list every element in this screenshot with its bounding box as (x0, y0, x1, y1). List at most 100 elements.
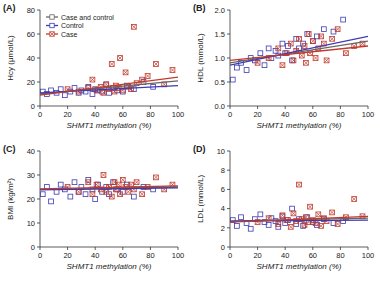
y-tick (227, 170, 230, 171)
plot-area (40, 24, 178, 97)
x-tick-label: 40 (281, 110, 289, 119)
y-tick (227, 106, 230, 107)
point-cross (313, 56, 318, 61)
point-cross (276, 222, 281, 227)
point-box (90, 77, 95, 82)
point-box (319, 34, 324, 39)
point-box (313, 56, 318, 61)
x-tick-label: 100 (362, 251, 375, 260)
point-cross (324, 58, 329, 63)
x-tick-label: 80 (336, 251, 344, 260)
point-cross (140, 192, 145, 197)
point-box (134, 180, 139, 185)
point-box (118, 56, 123, 61)
x-tick (230, 247, 231, 250)
point (76, 189, 81, 194)
fit-line (230, 46, 368, 60)
point-box (290, 206, 295, 211)
point (280, 63, 285, 68)
y-tick-label: 8 (221, 166, 225, 175)
point (76, 189, 81, 194)
point-box (297, 182, 302, 187)
x-tick-label: 100 (172, 251, 185, 260)
point-box (341, 17, 346, 22)
point-box (58, 87, 63, 92)
point-box (83, 192, 88, 197)
point (288, 224, 293, 229)
point-box (280, 213, 285, 218)
point-box (109, 62, 114, 67)
point-box (316, 212, 321, 217)
point-cross (308, 204, 313, 209)
point (276, 46, 281, 51)
y-tick (37, 199, 40, 200)
point (344, 51, 349, 56)
point (313, 221, 318, 226)
point (62, 93, 67, 98)
x-axis (230, 247, 368, 248)
y-tick-label: 20 (27, 195, 35, 204)
point-cross (306, 32, 311, 37)
panel: (A)020406080020406080100SHMT1 methylatio… (3, 3, 184, 130)
y-tick (227, 227, 230, 228)
x-tick (95, 106, 96, 109)
point-cross (344, 51, 349, 56)
x-axis (40, 106, 178, 107)
x-tick (368, 247, 369, 250)
point (140, 192, 145, 197)
point (266, 46, 271, 51)
legend-marker (50, 23, 54, 27)
point (230, 77, 235, 82)
point-cross (335, 27, 340, 32)
point-box (304, 60, 309, 65)
point (126, 189, 131, 194)
point-cross (109, 194, 114, 199)
y-tick (37, 106, 40, 107)
y-tick (37, 10, 40, 11)
point (131, 24, 136, 29)
x-tick (257, 247, 258, 250)
point (170, 68, 175, 73)
point (90, 77, 95, 82)
point-box (244, 68, 249, 73)
point (297, 36, 302, 41)
point (313, 56, 318, 61)
point-box (291, 211, 296, 216)
point (299, 53, 304, 58)
point-cross (291, 211, 296, 216)
point-box (109, 194, 114, 199)
point-box (118, 192, 123, 197)
point (72, 180, 77, 185)
point-box (131, 194, 136, 199)
point-box (330, 210, 335, 215)
x-tick-label: 0 (38, 110, 42, 119)
point-box (140, 192, 145, 197)
x-axis-label: SHMT1 methylation (%) (67, 121, 152, 130)
point (40, 192, 45, 197)
x-tick-label: 60 (309, 251, 317, 260)
point (316, 212, 321, 217)
y-tick (227, 189, 230, 190)
point-cross (319, 34, 324, 39)
point-box (302, 44, 307, 49)
point (280, 41, 285, 46)
point-cross (104, 189, 109, 194)
point-box (94, 182, 99, 187)
point-box (321, 27, 326, 32)
point-cross (330, 36, 335, 41)
point-cross (319, 223, 324, 228)
point (145, 74, 150, 79)
x-tick (312, 106, 313, 109)
point (58, 182, 63, 187)
point-box (235, 65, 240, 70)
point-box (131, 24, 136, 29)
point-cross (297, 36, 302, 41)
point (280, 213, 285, 218)
x-tick-label: 0 (38, 251, 42, 260)
point (90, 192, 95, 197)
point-box (104, 189, 109, 194)
point-box (308, 204, 313, 209)
y-tick (227, 10, 230, 11)
point (291, 211, 296, 216)
point (118, 192, 123, 197)
